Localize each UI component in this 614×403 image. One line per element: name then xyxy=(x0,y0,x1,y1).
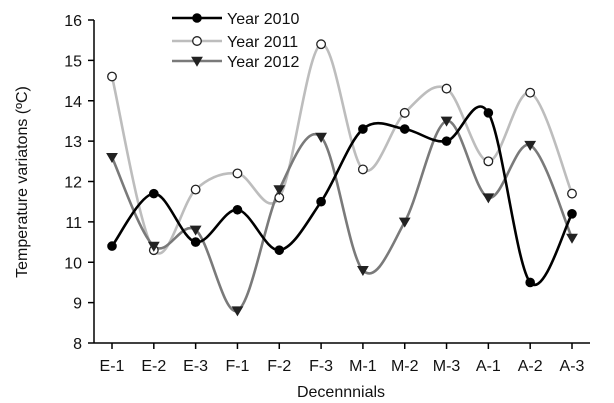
data-point-year-2011 xyxy=(567,188,577,199)
legend-label-year-2011: Year 2011 xyxy=(227,34,298,51)
x-tick-label: M-3 xyxy=(433,358,461,375)
x-tick-label: F-1 xyxy=(225,358,249,375)
data-point-year-2012 xyxy=(189,225,202,236)
y-tick-label: 8 xyxy=(73,336,82,353)
data-point-year-2010 xyxy=(316,196,326,207)
data-point-year-2010 xyxy=(107,241,117,251)
x-tick-label: A-1 xyxy=(476,358,501,375)
data-point-year-2011 xyxy=(316,39,327,50)
data-point-year-2010 xyxy=(441,136,452,146)
y-tick-label: 11 xyxy=(65,215,82,232)
series-lines xyxy=(110,42,574,313)
data-point-year-2010 xyxy=(190,237,201,247)
data-point-year-2011 xyxy=(399,107,410,118)
legend-label-year-2012: Year 2012 xyxy=(227,54,299,71)
y-tick-label: 13 xyxy=(64,134,82,151)
data-point-year-2010 xyxy=(483,108,494,118)
data-point-year-2012 xyxy=(440,116,453,127)
data-point-year-2012 xyxy=(566,233,578,244)
data-point-year-2011 xyxy=(441,83,452,94)
legend-marker-year-2010 xyxy=(192,13,202,23)
x-axis-title: Decennnials xyxy=(297,384,385,401)
data-point-year-2011 xyxy=(357,164,368,175)
x-tick-label: E-1 xyxy=(100,358,125,375)
data-point-year-2010 xyxy=(399,124,410,134)
x-tick-label: E-2 xyxy=(141,358,166,375)
y-tick-label: 12 xyxy=(64,175,82,192)
legend: Year 2010 Year 2011 Year 2012 xyxy=(172,11,299,71)
data-point-year-2012 xyxy=(398,217,411,228)
data-point-year-2012 xyxy=(106,152,118,164)
x-tick-label: F-2 xyxy=(267,358,291,375)
data-point-year-2012 xyxy=(273,185,286,196)
data-point-year-2012 xyxy=(231,306,244,317)
data-point-year-2011 xyxy=(190,184,201,195)
data-point-year-2012 xyxy=(482,193,495,204)
series-markers xyxy=(106,39,578,317)
data-point-year-2010 xyxy=(358,124,368,134)
data-point-year-2010 xyxy=(567,209,577,219)
x-tick-label: M-1 xyxy=(349,358,377,375)
data-point-year-2010 xyxy=(525,277,535,288)
x-tick-label: E-3 xyxy=(183,358,208,375)
y-tick-label: 9 xyxy=(73,296,82,313)
series-line-year-2010 xyxy=(110,105,574,287)
y-tick-label: 16 xyxy=(64,13,82,30)
data-point-year-2011 xyxy=(232,168,243,179)
y-tick-label: 15 xyxy=(64,53,82,70)
data-point-year-2012 xyxy=(315,132,327,143)
x-tick-label: A-3 xyxy=(560,358,585,375)
data-point-year-2012 xyxy=(147,241,160,252)
series-line-year-2011 xyxy=(110,42,574,255)
y-tick-label: 14 xyxy=(64,94,82,111)
data-point-year-2010 xyxy=(274,245,285,255)
legend-label-year-2010: Year 2010 xyxy=(227,11,299,28)
data-point-year-2012 xyxy=(357,266,369,277)
x-tick-label: A-2 xyxy=(518,358,543,375)
y-axis-title: Temperature variatons (ºC) xyxy=(14,86,31,278)
x-axis-ticks: E-1 E-2 E-3 F-1 F-2 F-3 M-1 M-2 M-3 A-1 A-2 A-3 xyxy=(100,343,585,375)
x-tick-label: M-2 xyxy=(391,358,419,375)
data-point-year-2010 xyxy=(149,188,159,199)
legend-marker-year-2011 xyxy=(192,36,202,46)
data-point-year-2011 xyxy=(107,71,117,82)
data-point-year-2011 xyxy=(525,87,536,98)
data-point-year-2011 xyxy=(483,156,494,167)
x-tick-label: F-3 xyxy=(309,358,333,375)
y-tick-label: 10 xyxy=(64,255,82,272)
y-axis-ticks: 8 9 10 11 12 13 14 15 16 xyxy=(64,13,94,353)
legend-marker-year-2012 xyxy=(191,56,203,67)
data-point-year-2012 xyxy=(524,140,537,151)
data-point-year-2010 xyxy=(232,204,243,215)
